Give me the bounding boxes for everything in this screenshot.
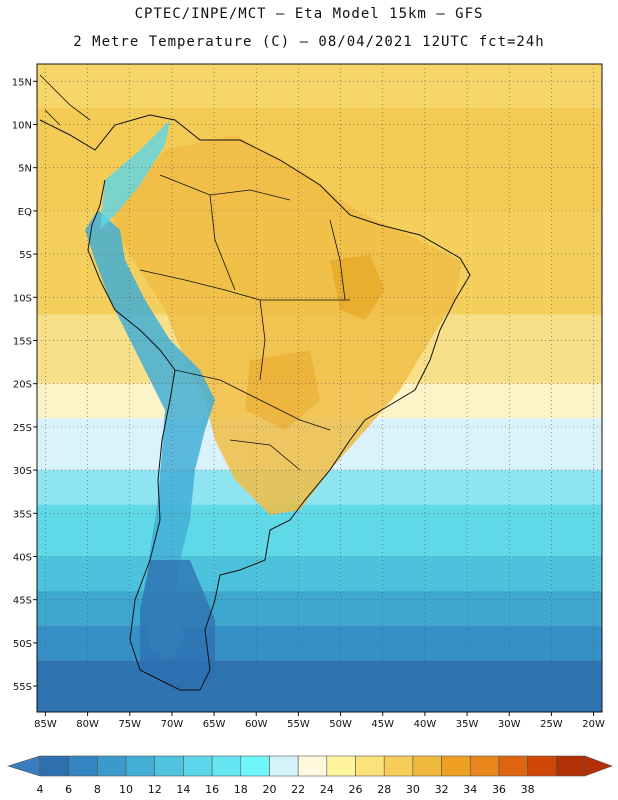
colorbar-tick-label: 32 <box>435 783 449 796</box>
central-america-coast <box>39 74 91 126</box>
lat-tick-label: 15N <box>12 77 32 88</box>
temperature-map: 15N 10N 5N EQ 5S 10S 15S 20S 25S 30S 35S 40S 45S 50S 5… <box>12 63 605 730</box>
graticule <box>37 64 602 712</box>
colorbar-tick-label: 10 <box>119 783 133 796</box>
land-warm-field <box>110 135 462 515</box>
map-title: CPTEC/INPE/MCT – Eta Model 15km – GFS <box>134 6 484 22</box>
lon-tick-label: 35W <box>456 719 479 730</box>
lat-tick-label: 15S <box>13 336 32 347</box>
colorbar-swatch <box>412 755 442 777</box>
colorbar-tick-label: 22 <box>291 783 305 796</box>
colorbar: 4 6 8 10 12 14 16 18 20 22 24 26 28 30 32 34 36 38 <box>6 755 613 796</box>
colorbar-swatch <box>240 755 270 777</box>
lon-tick-label: 85W <box>34 719 57 730</box>
lon-tick-label: 50W <box>329 719 352 730</box>
colorbar-tick-label: 28 <box>377 783 391 796</box>
colorbar-tick-label: 26 <box>349 783 363 796</box>
colorbar-tick-label: 24 <box>320 783 334 796</box>
lat-tick-label: 55S <box>13 682 32 693</box>
colorbar-swatch <box>269 755 299 777</box>
andes-north-cold <box>100 120 170 230</box>
colorbar-swatch <box>441 755 471 777</box>
longitude-labels: 85W 80W 75W 70W 65W 60W 55W 50W 45W 40W 35W 30W 25W 2… <box>34 712 605 730</box>
lon-tick-label: 40W <box>414 719 437 730</box>
colorbar-swatch <box>326 755 356 777</box>
lon-tick-label: 20W <box>582 719 605 730</box>
colorbar-swatch <box>125 755 156 777</box>
latitude-labels: 15N 10N 5N EQ 5S 10S 15S 20S 25S 30S 35S 40S 45S 50S 5… <box>12 77 37 693</box>
colorbar-under-triangle <box>6 755 41 777</box>
colorbar-swatch <box>498 755 528 777</box>
hot-spot-central <box>330 255 385 320</box>
temperature-band-0 <box>37 64 602 108</box>
lat-tick-label: 45S <box>13 596 32 607</box>
lon-tick-label: 25W <box>540 719 563 730</box>
colorbar-swatch <box>297 755 328 777</box>
colorbar-swatch <box>97 755 127 777</box>
lon-tick-label: 65W <box>203 719 226 730</box>
lat-tick-label: 10N <box>12 120 32 131</box>
temperature-band-8 <box>37 556 602 592</box>
colorbar-swatch <box>183 755 213 777</box>
temperature-band-7 <box>37 504 602 557</box>
colorbar-swatch <box>68 755 98 777</box>
colorbar-over-triangle <box>584 755 613 777</box>
colorbar-tick-label: 38 <box>521 783 535 796</box>
colorbar-swatch <box>469 755 500 777</box>
colorbar-tick-label: 14 <box>176 783 190 796</box>
colorbar-swatch <box>211 755 242 777</box>
colorbar-tick-label: 4 <box>37 783 44 796</box>
colorbar-swatch <box>355 755 385 777</box>
colorbar-tick-label: 20 <box>262 783 276 796</box>
country-borders <box>139 174 350 471</box>
temperature-band-11 <box>37 660 602 712</box>
colorbar-swatch <box>383 755 414 777</box>
lat-tick-label: 5N <box>18 164 32 175</box>
colorbar-tick-label: 6 <box>65 783 72 796</box>
lat-tick-label: 20S <box>13 380 32 391</box>
temperature-band-9 <box>37 591 602 626</box>
colorbar-tick-label: 8 <box>94 783 101 796</box>
lon-tick-label: 55W <box>287 719 310 730</box>
lat-tick-label: 5S <box>19 250 32 261</box>
colorbar-swatch <box>556 755 586 777</box>
colorbar-swatch <box>527 755 557 777</box>
lat-tick-label: EQ <box>18 207 32 218</box>
hot-spot-chaco <box>245 350 320 430</box>
lon-tick-label: 60W <box>245 719 268 730</box>
lat-tick-label: 25S <box>13 423 32 434</box>
map-subtitle: 2 Metre Temperature (C) – 08/04/2021 12U… <box>73 34 545 50</box>
colorbar-tick-label: 16 <box>205 783 219 796</box>
colorbar-swatch <box>39 755 69 777</box>
colorbar-swatch <box>154 755 184 777</box>
south-america-coastline <box>39 114 471 691</box>
patagonia-cold <box>140 560 215 690</box>
colorbar-tick-label: 12 <box>148 783 162 796</box>
lat-tick-label: 40S <box>13 552 32 563</box>
colorbar-tick-label: 34 <box>463 783 477 796</box>
lon-tick-label: 30W <box>498 719 521 730</box>
lon-tick-label: 70W <box>161 719 184 730</box>
lat-tick-label: 50S <box>13 639 32 650</box>
lat-tick-label: 35S <box>13 509 32 520</box>
andes-cold-field <box>85 210 215 660</box>
lon-tick-label: 80W <box>76 719 99 730</box>
lon-tick-label: 75W <box>118 719 141 730</box>
lat-tick-label: 30S <box>13 466 32 477</box>
colorbar-tick-label: 18 <box>234 783 248 796</box>
colorbar-tick-label: 36 <box>492 783 506 796</box>
lon-tick-label: 45W <box>371 719 394 730</box>
map-frame <box>36 63 603 713</box>
lat-tick-label: 10S <box>13 293 32 304</box>
colorbar-tick-label: 30 <box>406 783 420 796</box>
